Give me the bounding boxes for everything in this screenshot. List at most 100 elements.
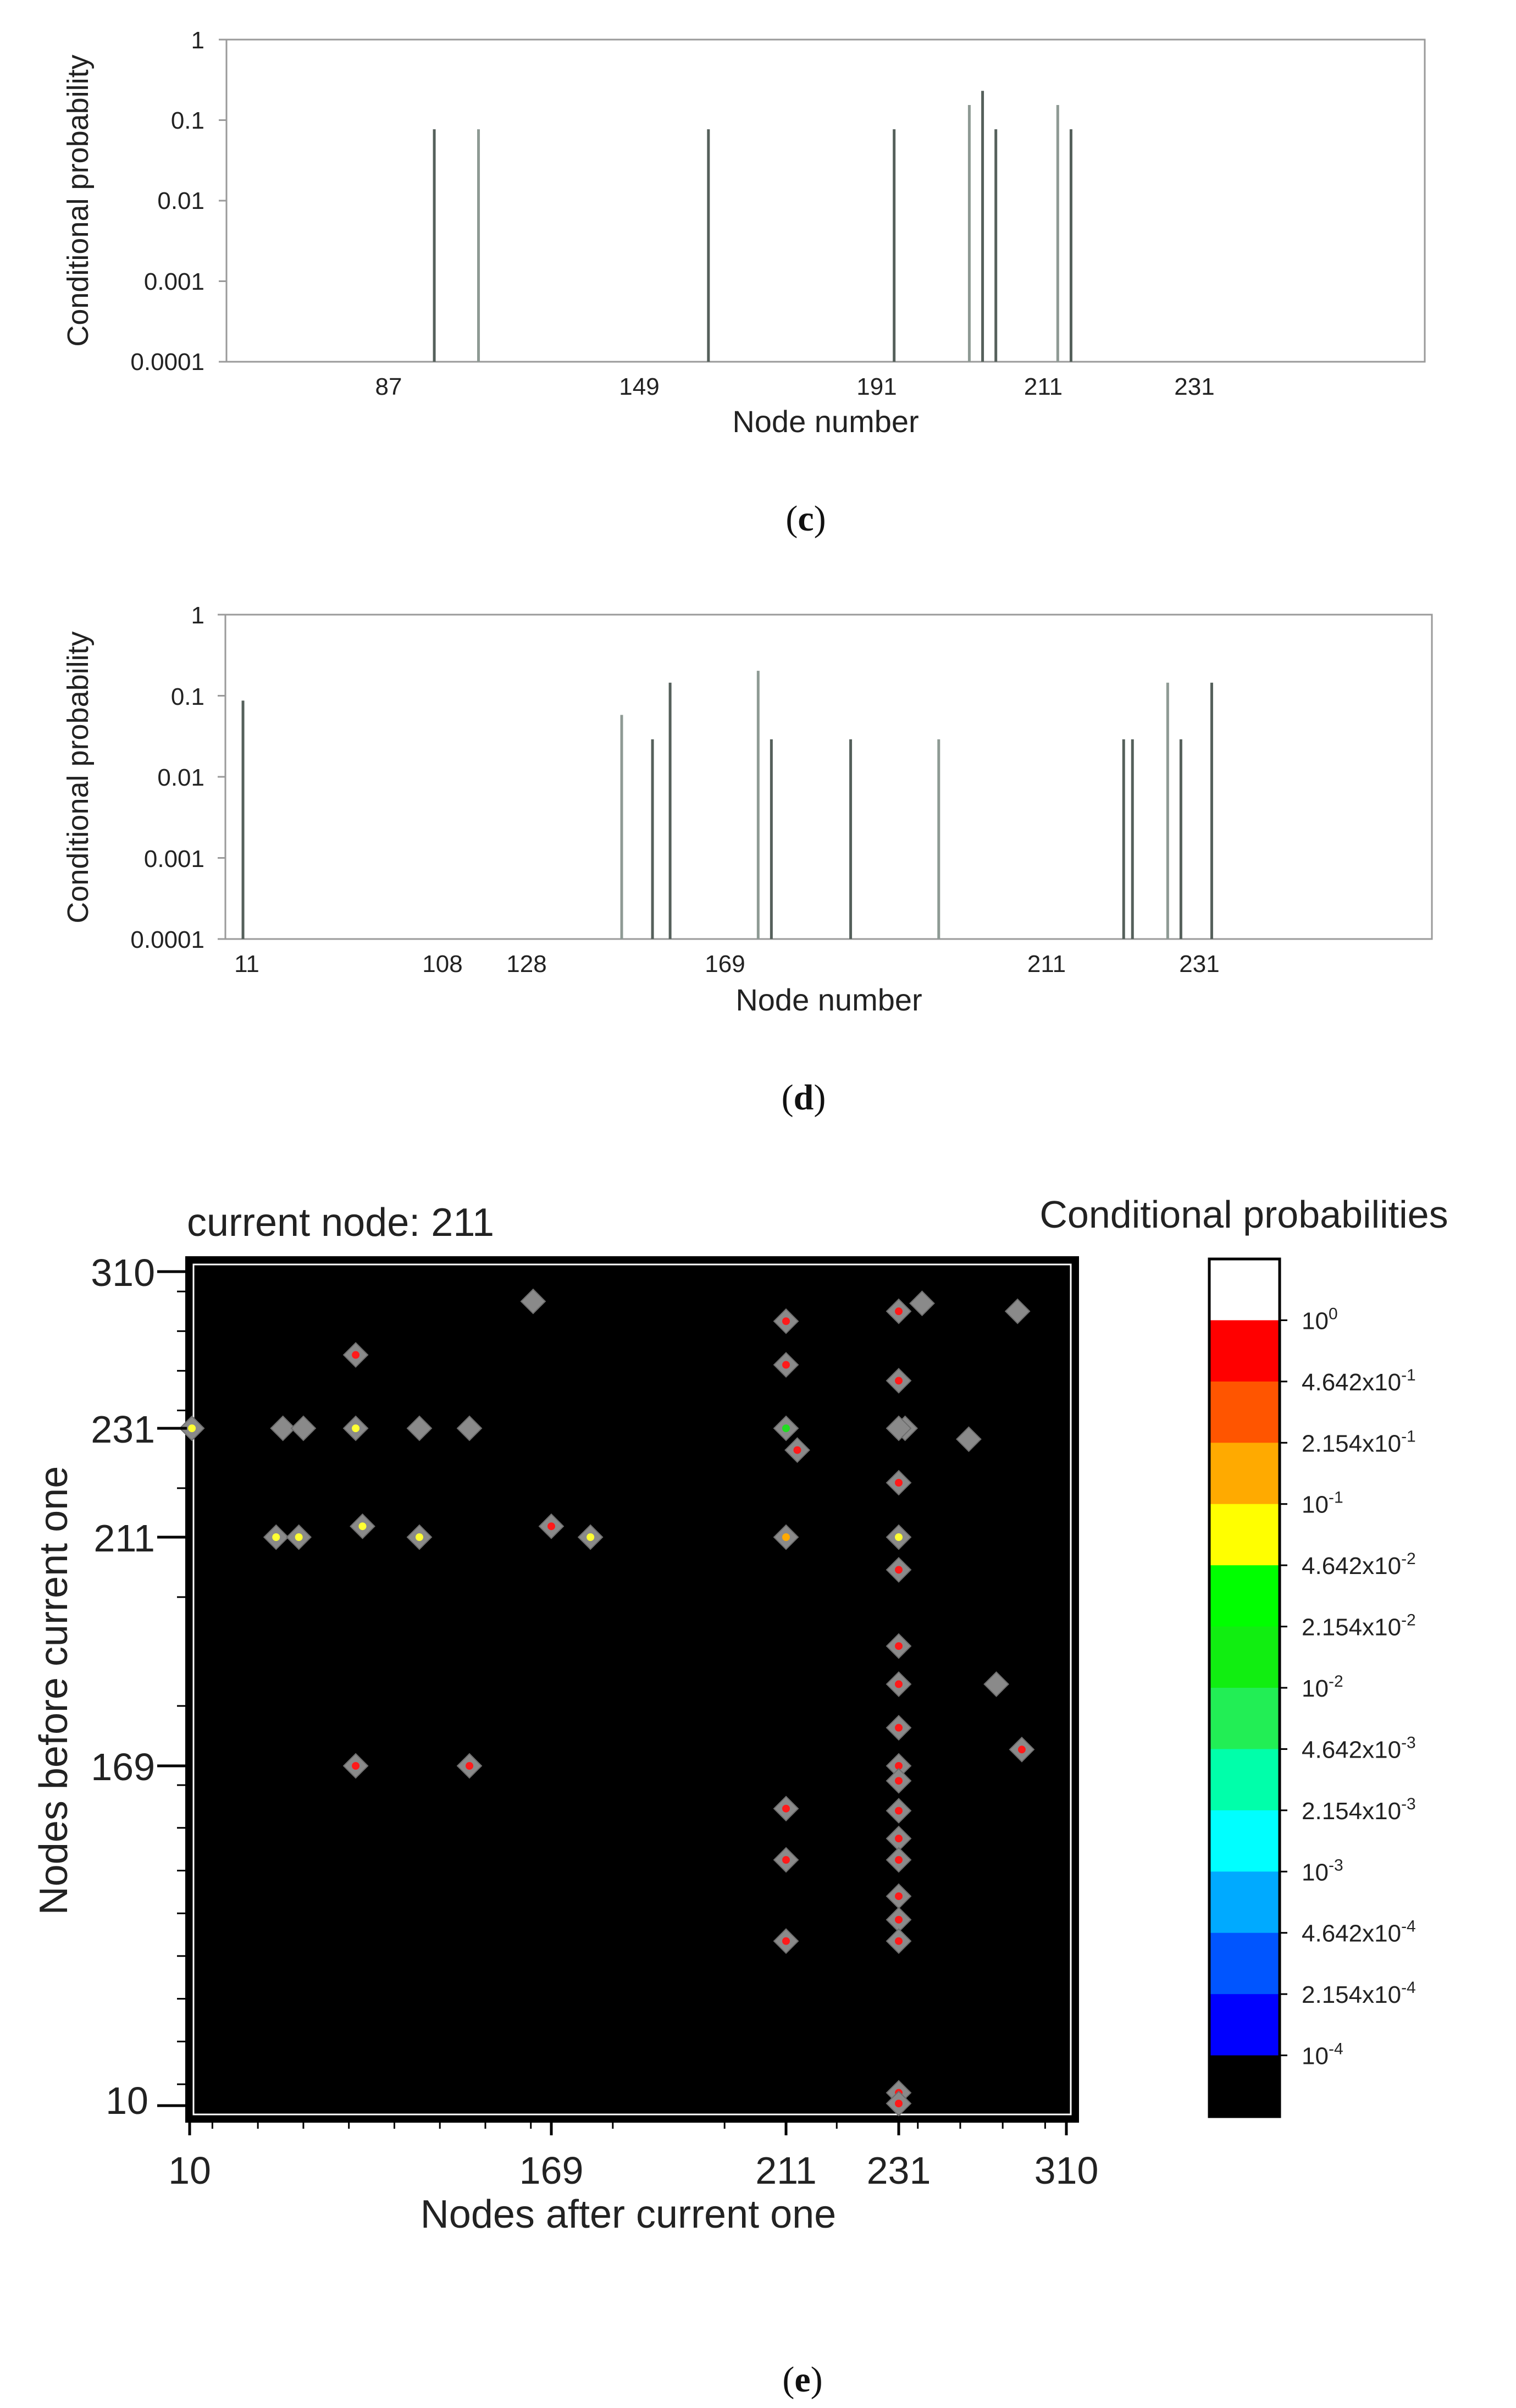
heatmap-ytick-label: 10 [106,2079,148,2122]
heatmap-x-tick-labels: 10 169 211 231 310 [168,2149,1098,2192]
heatmap-point-core [895,1915,903,1924]
heatmap-x-axis-label: Nodes after current one [421,2192,836,2236]
colorbar-labels: 100 4.642x10-1 2.154x10-1 10-1 4.642x10-2 2.1… [1280,1305,1416,2070]
heatmap-xtick-label: 211 [755,2149,817,2192]
heatmap-ytick-label: 211 [93,1517,155,1560]
heatmap-y-axis-label: Nodes before current one [32,1466,76,1915]
heatmap-point-core [895,1377,903,1385]
chart-d-ytick-label: 0.01 [157,764,204,791]
colorbar-label: 10-3 [1302,1856,1343,1886]
chart-c-xtick-label: 87 [375,373,402,400]
heatmap-xtick-label: 310 [1034,2149,1099,2192]
colorbar-label: 2.154x10-4 [1302,1979,1416,2008]
heatmap-point-core [782,1533,790,1541]
colorbar-label: 2.154x10-3 [1302,1795,1416,1825]
heatmap-frame [185,1256,1079,2123]
heatmap-xtick-label: 231 [867,2149,931,2192]
colorbar [1208,1257,1281,2118]
heatmap-point-core [895,1680,903,1688]
heatmap-point [456,1415,483,1442]
heatmap-xtick-label: 10 [168,2149,211,2192]
chart-d-x-tick-labels: 11 108 128 169 211 231 [234,951,1220,977]
heatmap-point [1004,1298,1031,1324]
chart-c-ytick-label: 0.0001 [130,349,204,375]
heatmap-point-core [272,1533,280,1541]
heatmap-point-core [352,1762,360,1770]
chart-e-caption-letter: e [794,2360,810,2400]
chart-c-y-tick-labels: 1 0.1 0.01 0.001 0.0001 [130,27,204,375]
chart-d-xtick-label: 108 [422,951,462,977]
heatmap-point-core [895,1777,903,1785]
heatmap-point-core [895,1307,903,1316]
colorbar-label: 2.154x10-1 [1302,1427,1416,1457]
chart-c: 1 0.1 0.01 0.001 0.0001 87 149 191 211 2… [62,27,1426,539]
heatmap-point-core [547,1522,555,1531]
chart-d-ytick-label: 1 [191,602,204,629]
chart-c-xtick-label: 149 [619,373,659,400]
colorbar-swatch [1209,1749,1280,1811]
chart-c-ytick-label: 0.001 [144,268,204,295]
colorbar-swatch [1209,1871,1280,1934]
heatmap-point-core [188,1424,196,1432]
chart-d-x-axis-label: Node number [735,982,922,1017]
chart-e-caption: (e) [782,2360,822,2400]
heatmap-point-core [895,2100,903,2108]
chart-d-xtick-label: 231 [1179,951,1219,977]
heatmap-point-core [782,1424,790,1432]
heatmap-point [909,1290,935,1317]
chart-c-xtick-label: 231 [1174,373,1214,400]
colorbar-swatch [1209,1810,1280,1872]
chart-d-xtick-label: 169 [705,951,745,977]
chart-d-ytick-label: 0.001 [144,846,204,872]
heatmap-point-core [793,1446,801,1454]
heatmap-point-core [358,1522,367,1531]
chart-d-y-axis-label: Conditional probability [62,631,95,923]
colorbar-title: Conditional probabilities [1039,1193,1448,1236]
heatmap-point [520,1288,546,1315]
heatmap-point [983,1671,1010,1697]
heatmap-point-core [415,1533,423,1541]
chart-c-caption: (c) [785,499,826,539]
colorbar-swatch [1209,1504,1280,1566]
colorbar-swatch [1209,1320,1280,1382]
heatmap-xtick-label: 169 [519,2149,584,2192]
chart-d-caption-letter: d [794,1078,814,1118]
heatmap-ytick-label: 169 [91,1746,155,1788]
chart-d-xtick-label: 211 [1027,951,1066,977]
colorbar-label: 4.642x10-1 [1302,1366,1416,1396]
heatmap-point-core [466,1762,474,1770]
heatmap-point [955,1426,982,1452]
heatmap-point-core [895,1724,903,1732]
colorbar-swatch [1209,1565,1280,1627]
heatmap-point-core [295,1533,303,1541]
colorbar-swatch [1209,1932,1280,1995]
chart-c-x-tick-labels: 87 149 191 211 231 [375,373,1215,400]
heatmap-point-core [895,1566,903,1574]
colorbar-swatch [1209,1994,1280,2056]
heatmap-point [886,1415,912,1442]
heatmap-point [406,1415,433,1442]
heatmap-point [290,1415,317,1442]
colorbar-label: 4.642x10-2 [1302,1550,1416,1579]
chart-e-annotation: current node: 211 [187,1201,494,1245]
heatmap-point-core [1017,1746,1026,1754]
heatmap-point-core [782,1317,790,1325]
heatmap-point-core [782,1361,790,1369]
chart-d-xtick-label: 11 [234,951,259,977]
chart-d-ytick-label: 0.1 [171,683,204,710]
chart-c-plot-area [225,38,1426,363]
colorbar-swatch [1209,1381,1280,1443]
colorbar-swatch [1209,2055,1280,2117]
chart-c-ytick-label: 0.01 [157,187,204,214]
heatmap-point-core [352,1424,360,1432]
heatmap-point-core [895,1835,903,1843]
heatmap-point-core [895,1762,903,1770]
heatmap-point-core [895,1479,903,1487]
chart-e: current node: 211 10 169 211 231 310 10 … [32,1193,1448,2400]
chart-c-y-axis-label: Conditional probability [62,54,95,346]
chart-d-caption: (d) [782,1078,826,1118]
colorbar-label: 10-2 [1302,1672,1343,1702]
chart-c-x-axis-label: Node number [732,404,919,439]
heatmap-inner-frame [192,1263,1072,2116]
heatmap-ytick-label: 231 [91,1408,155,1451]
